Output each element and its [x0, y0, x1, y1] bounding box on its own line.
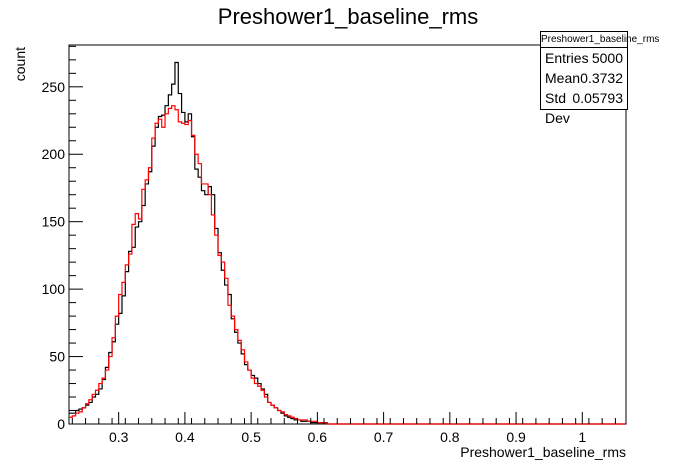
x-tick-label: 0.9 — [506, 429, 526, 445]
y-axis-label: count — [12, 47, 28, 81]
y-tick-label: 0 — [57, 416, 65, 432]
y-tick-label: 200 — [42, 146, 66, 162]
x-tick-label: 0.4 — [175, 429, 195, 445]
stats-label: Entries — [545, 50, 589, 66]
stats-value: 0.05793 — [572, 90, 623, 106]
x-tick-label: 0.6 — [308, 429, 328, 445]
x-axis-label: Preshower1_baseline_rms — [460, 444, 626, 460]
stats-label: Std Dev — [545, 90, 570, 126]
stats-label: Mean — [545, 70, 581, 86]
x-tick-label: 1 — [578, 429, 586, 445]
histogram-series-0 — [69, 61, 626, 425]
x-tick-label: 0.3 — [109, 429, 129, 445]
x-tick-label: 0.8 — [440, 429, 460, 445]
stats-box: Preshower1_baseline_rms Entries 5000 Mea… — [540, 31, 659, 126]
stats-row-stddev: Std Dev 0.05793 — [541, 88, 627, 126]
stats-row-entries: Entries 5000 — [541, 48, 627, 68]
y-tick-label: 250 — [42, 79, 66, 95]
x-tick-label: 0.7 — [374, 429, 394, 445]
stats-value: 0.3732 — [580, 70, 623, 86]
histogram-series-1 — [69, 105, 626, 425]
stats-value: 5000 — [591, 50, 623, 66]
y-tick-label: 150 — [42, 214, 66, 230]
stats-box-title: Preshower1_baseline_rms — [541, 32, 659, 48]
y-tick-label: 100 — [42, 281, 66, 297]
stats-row-mean: Mean 0.3732 — [541, 68, 627, 88]
x-tick-label: 0.5 — [241, 429, 261, 445]
chart-title: Preshower1_baseline_rms — [217, 4, 479, 29]
y-tick-label: 50 — [49, 349, 65, 365]
